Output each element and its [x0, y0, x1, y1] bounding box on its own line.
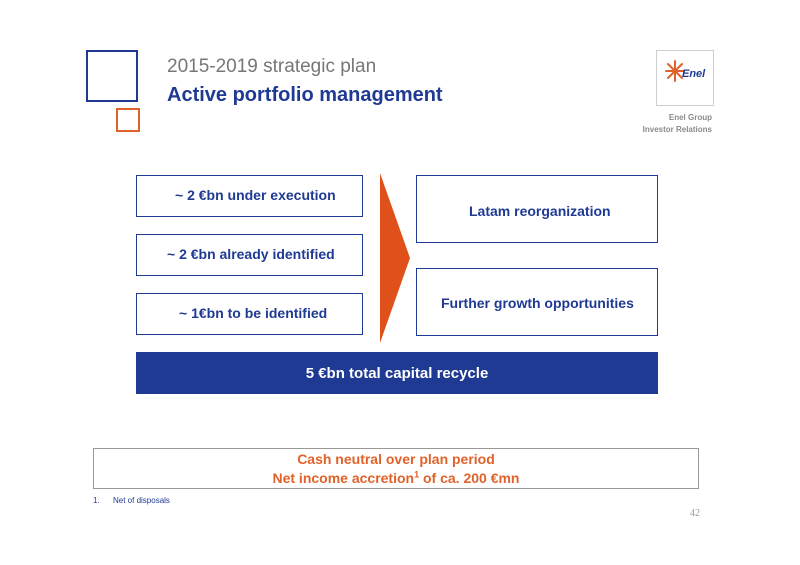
footnote: 1. Net of disposals	[93, 496, 170, 505]
right-item-latam: Latam reorganization	[416, 175, 658, 243]
page-number: 42	[690, 508, 700, 519]
left-item-under-execution: ~ 2 €bn under execution	[136, 175, 363, 217]
right-item-label: Further growth opportunities	[441, 295, 634, 311]
group-label-line2: Investor Relations	[642, 125, 712, 134]
footnote-number: 1.	[93, 496, 100, 505]
left-item-to-be-identified: ~ 1€bn to be identified	[136, 293, 363, 335]
cash-neutral-box: Cash neutral over plan period Net income…	[93, 448, 699, 489]
net-income-line: Net income accretion1 of ca. 200 €mn	[272, 469, 520, 486]
decorative-orange-square	[116, 108, 140, 132]
left-item-label: ~ 2 €bn under execution	[175, 187, 336, 203]
right-item-label: Latam reorganization	[469, 203, 611, 219]
footnote-text: Net of disposals	[113, 496, 170, 505]
cash-neutral-line: Cash neutral over plan period	[297, 451, 495, 467]
left-item-label: ~ 1€bn to be identified	[179, 305, 328, 321]
left-item-already-identified: ~ 2 €bn already identified	[136, 234, 363, 276]
group-label: Enel Group Investor Relations	[643, 112, 712, 136]
slide-subtitle: 2015-2019 strategic plan	[167, 56, 377, 77]
arrow-right-icon	[380, 173, 410, 343]
slide-title: Active portfolio management	[167, 84, 443, 106]
group-label-line1: Enel Group	[668, 113, 712, 122]
enel-logo-icon	[665, 60, 685, 82]
left-item-label: ~ 2 €bn already identified	[167, 246, 335, 262]
decorative-blue-square	[86, 50, 138, 102]
enel-logo: Enel	[656, 50, 714, 106]
footnote-ref: 1	[414, 469, 420, 480]
total-capital-recycle-bar: 5 €bn total capital recycle	[136, 352, 658, 394]
right-item-growth: Further growth opportunities	[416, 268, 658, 336]
enel-wordmark: Enel	[682, 68, 706, 80]
